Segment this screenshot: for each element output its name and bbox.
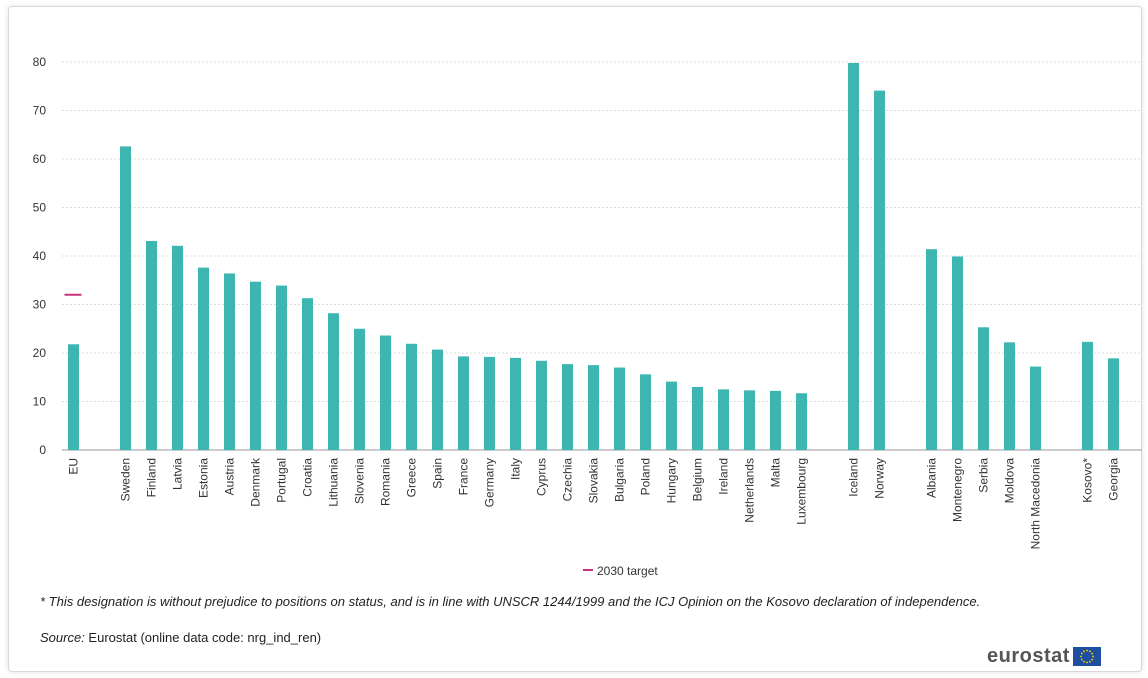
bar: [1082, 341, 1093, 450]
footnote: * This designation is without prejudice …: [40, 594, 981, 609]
x-tick-label: EU: [67, 458, 81, 475]
x-tick-label: Czechia: [561, 458, 575, 502]
x-tick-label: Austria: [223, 458, 237, 496]
source-label: Source:: [40, 630, 85, 645]
bar: [718, 389, 729, 450]
bar: [848, 62, 859, 450]
x-tick-label: Portugal: [275, 458, 289, 503]
x-tick-label: Denmark: [249, 457, 263, 507]
bar: [250, 281, 261, 450]
x-tick-label: Finland: [145, 458, 159, 497]
bar: [588, 365, 599, 450]
x-tick-label: Luxembourg: [795, 458, 809, 525]
bar: [536, 360, 547, 450]
x-tick-label: Romania: [379, 458, 393, 506]
x-tick-label: Montenegro: [951, 458, 965, 522]
source-text: Eurostat (online data code: nrg_ind_ren): [84, 630, 322, 645]
bar: [172, 245, 183, 450]
bar: [1004, 342, 1015, 450]
bars: [68, 62, 1119, 451]
x-tick-label: Netherlands: [743, 458, 757, 523]
bar: [458, 356, 469, 450]
bar: [926, 249, 937, 450]
bar: [432, 349, 443, 450]
x-tick-label: Slovenia: [353, 458, 367, 504]
x-tick-label: Moldova: [1003, 458, 1017, 504]
bar: [510, 357, 521, 450]
legend-label: 2030 target: [597, 564, 658, 578]
bar: [120, 146, 131, 450]
bar: [952, 256, 963, 450]
x-tick-label: Croatia: [301, 458, 315, 497]
bar: [562, 364, 573, 450]
bar: [146, 240, 157, 450]
bar: [874, 90, 885, 451]
y-axis-ticks: 0 10 20 30 40 50 60 70 80: [33, 55, 47, 457]
y-tick-label: 40: [33, 249, 47, 263]
bar: [224, 273, 235, 450]
bar: [302, 298, 313, 450]
bar: [328, 313, 339, 450]
x-tick-label: North Macedonia: [1029, 458, 1043, 550]
legend: 2030 target: [583, 564, 658, 578]
y-tick-label: 0: [39, 443, 46, 457]
y-tick-label: 80: [33, 55, 47, 69]
x-tick-label: Iceland: [847, 458, 861, 497]
bar: [796, 393, 807, 450]
y-tick-label: 20: [33, 346, 47, 360]
x-tick-label: Estonia: [197, 458, 211, 498]
bar: [640, 374, 651, 450]
x-tick-label: Sweden: [119, 458, 133, 501]
x-tick-label: Serbia: [977, 458, 991, 493]
bar: [276, 285, 287, 450]
bar: [354, 328, 365, 450]
bar: [1030, 366, 1041, 450]
bar: [484, 356, 495, 450]
x-tick-label: Italy: [509, 458, 523, 480]
y-tick-label: 50: [33, 201, 47, 215]
x-tick-label: Latvia: [171, 458, 185, 490]
x-tick-label: Lithuania: [327, 458, 341, 507]
bar: [68, 344, 79, 450]
x-tick-label: Ireland: [717, 458, 731, 495]
bar: [978, 327, 989, 450]
y-tick-label: 30: [33, 298, 47, 312]
source-line: Source: Eurostat (online data code: nrg_…: [40, 630, 321, 645]
x-tick-label: France: [457, 458, 471, 496]
bar: [406, 343, 417, 450]
bar: [666, 381, 677, 450]
x-tick-label: Kosovo*: [1081, 458, 1095, 503]
x-tick-label: Belgium: [691, 458, 705, 501]
x-tick-label: Cyprus: [535, 458, 549, 496]
bar: [614, 367, 625, 450]
y-tick-label: 10: [33, 395, 47, 409]
bar: [692, 386, 703, 450]
bar: [380, 335, 391, 450]
bar: [198, 267, 209, 450]
y-tick-label: 70: [33, 104, 47, 118]
x-tick-label: Norway: [873, 458, 887, 499]
y-tick-label: 60: [33, 152, 47, 166]
x-axis-labels: EU Sweden Finland Latvia Estonia Austria Denma…: [67, 457, 1121, 549]
logo-wordmark: eurostat: [987, 644, 1070, 667]
x-tick-label: Spain: [431, 458, 445, 489]
bar: [744, 390, 755, 450]
x-tick-label: Hungary: [665, 458, 679, 503]
x-tick-label: Bulgaria: [613, 458, 627, 502]
x-tick-label: Germany: [483, 458, 497, 507]
eu-flag-icon: [1072, 646, 1101, 666]
bar: [1108, 358, 1119, 450]
chart-frame: [8, 6, 1142, 672]
x-tick-label: Greece: [405, 458, 419, 498]
x-tick-label: Albania: [925, 458, 939, 498]
x-tick-label: Malta: [769, 458, 783, 488]
x-tick-label: Poland: [639, 458, 653, 495]
x-tick-label: Slovakia: [587, 458, 601, 504]
eurostat-logo: eurostat: [987, 645, 1101, 667]
bar: [770, 390, 781, 450]
x-tick-label: Georgia: [1107, 458, 1121, 501]
